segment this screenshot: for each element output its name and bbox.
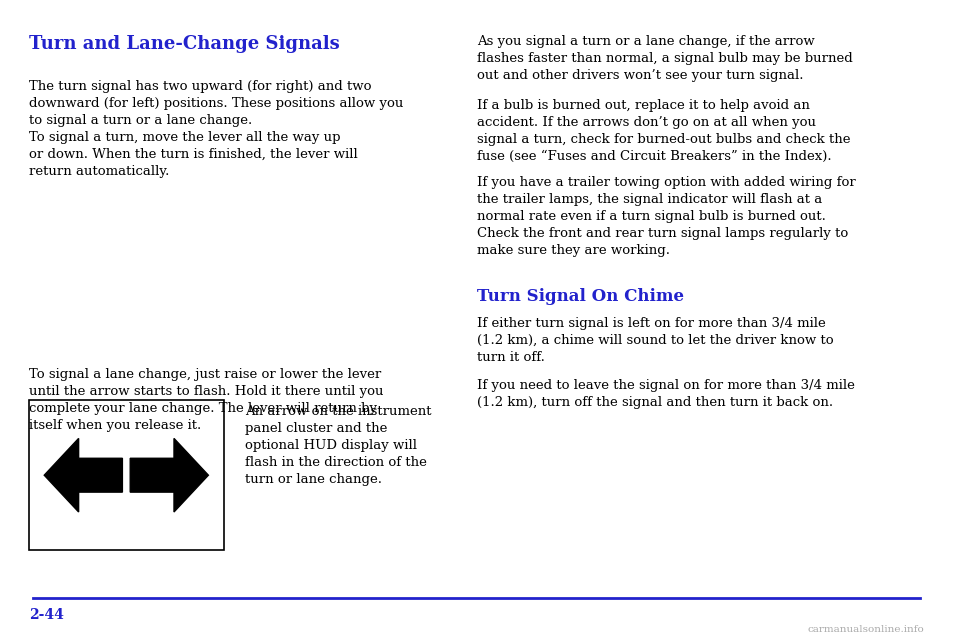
Text: If a bulb is burned out, replace it to help avoid an
accident. If the arrows don: If a bulb is burned out, replace it to h… <box>476 99 851 163</box>
Text: If you have a trailer towing option with added wiring for
the trailer lamps, the: If you have a trailer towing option with… <box>476 176 855 257</box>
Text: Turn and Lane-Change Signals: Turn and Lane-Change Signals <box>29 35 339 53</box>
Polygon shape <box>131 438 208 512</box>
Text: carmanualsonline.info: carmanualsonline.info <box>808 625 924 634</box>
Text: 2-44: 2-44 <box>29 608 63 622</box>
Text: If you need to leave the signal on for more than 3/4 mile
(1.2 km), turn off the: If you need to leave the signal on for m… <box>476 379 854 409</box>
Text: To signal a lane change, just raise or lower the lever
until the arrow starts to: To signal a lane change, just raise or l… <box>29 368 383 432</box>
Bar <box>29 400 224 550</box>
Text: To signal a turn, move the lever all the way up
or down. When the turn is finish: To signal a turn, move the lever all the… <box>29 131 357 178</box>
Text: As you signal a turn or a lane change, if the arrow
flashes faster than normal, : As you signal a turn or a lane change, i… <box>476 35 852 82</box>
Text: If either turn signal is left on for more than 3/4 mile
(1.2 km), a chime will s: If either turn signal is left on for mor… <box>476 317 833 364</box>
Text: Turn Signal On Chime: Turn Signal On Chime <box>476 288 684 305</box>
Text: The turn signal has two upward (for right) and two
downward (for left) positions: The turn signal has two upward (for righ… <box>29 80 403 127</box>
Polygon shape <box>44 438 122 512</box>
Text: An arrow on the instrument
panel cluster and the
optional HUD display will
flash: An arrow on the instrument panel cluster… <box>245 405 431 486</box>
